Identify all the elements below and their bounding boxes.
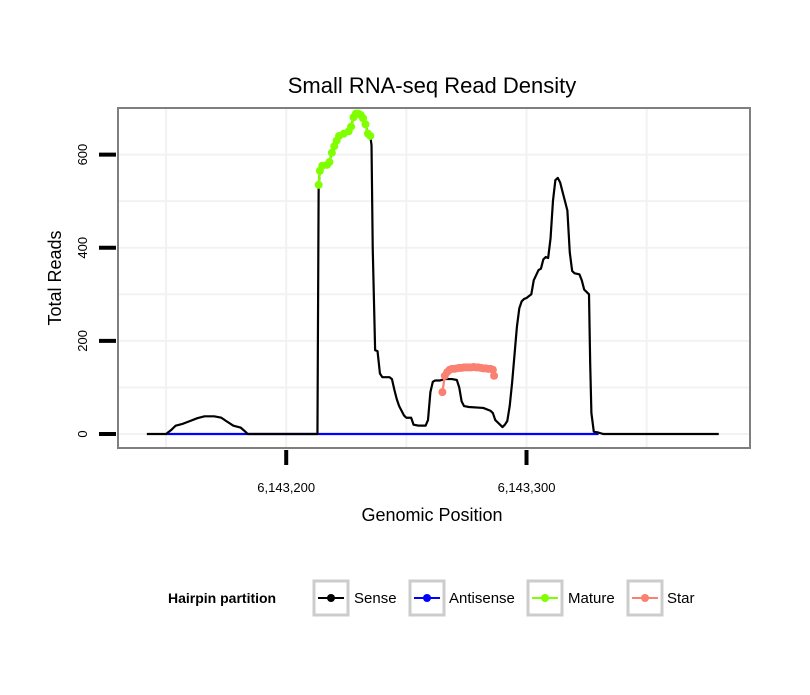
data-point-mature <box>361 120 370 129</box>
y-tick-label: 400 <box>75 237 90 259</box>
legend-title: Hairpin partition <box>168 590 276 606</box>
legend-label-antisense: Antisense <box>449 590 515 607</box>
legend-key-point <box>541 594 549 602</box>
plot-panel-background <box>118 108 750 448</box>
legend-key-point <box>327 594 335 602</box>
chart-title: Small RNA-seq Read Density <box>288 73 577 98</box>
series-layer <box>146 109 719 436</box>
x-axis-label: Genomic Position <box>361 505 502 525</box>
data-point-mature <box>366 131 375 140</box>
data-point-star <box>488 365 497 374</box>
legend-key-point <box>641 594 649 602</box>
y-axis-label: Total Reads <box>45 230 65 325</box>
data-point-mature <box>347 122 356 131</box>
data-point-mature <box>327 148 336 157</box>
data-point-mature <box>359 114 368 123</box>
y-tick-label: 600 <box>75 144 90 166</box>
data-point-star <box>438 388 447 397</box>
y-tick-label: 0 <box>75 430 90 437</box>
data-point-mature <box>325 158 334 167</box>
data-point-star <box>490 371 499 380</box>
y-tick-label: 200 <box>75 330 90 352</box>
data-point-mature <box>314 180 323 189</box>
x-tick-label: 6,143,300 <box>498 480 556 495</box>
plot-panel-border <box>117 107 751 449</box>
legend-label-sense: Sense <box>354 590 397 607</box>
legend: Hairpin partition Sense Antisense Mature St… <box>168 579 695 617</box>
legend-label-star: Star <box>667 590 695 607</box>
axes: 6,143,200 6,143,300 0 200 400 600 <box>75 144 555 495</box>
legend-label-mature: Mature <box>568 590 615 607</box>
x-tick-label: 6,143,200 <box>257 480 315 495</box>
legend-key-point <box>423 594 431 602</box>
